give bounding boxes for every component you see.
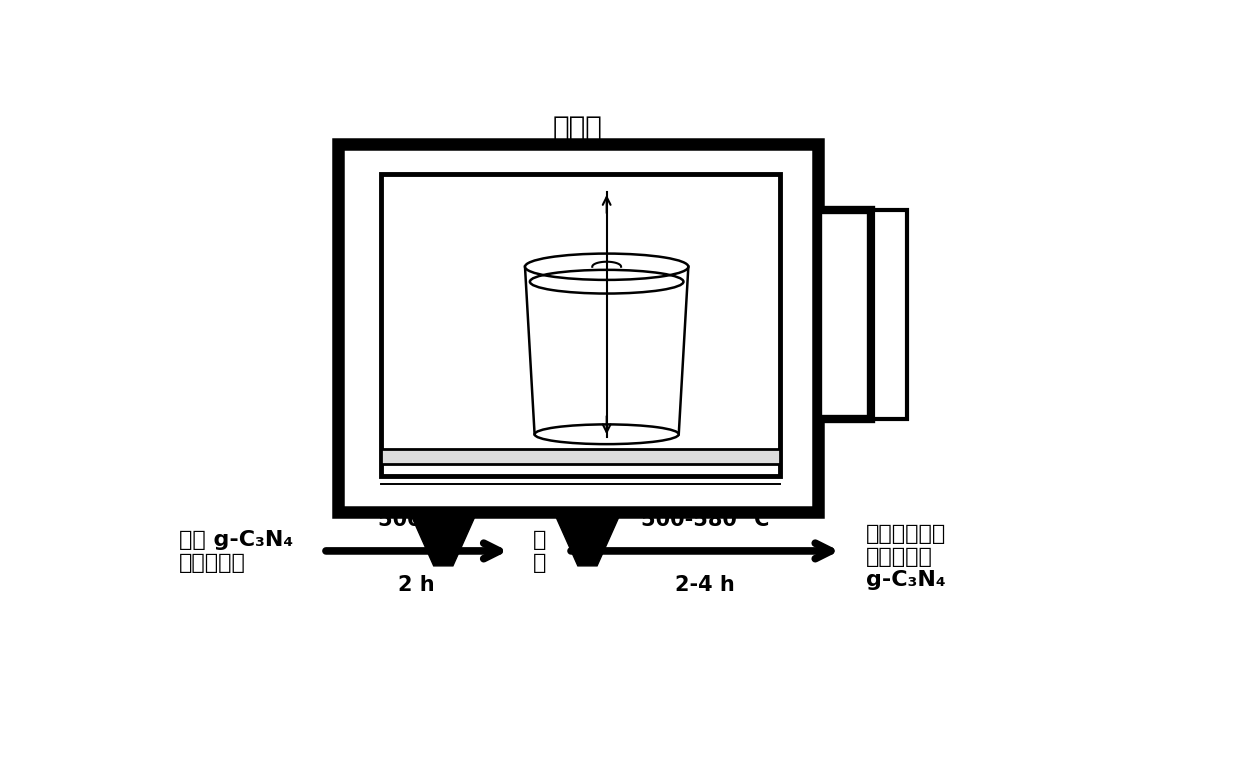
- Polygon shape: [409, 512, 477, 566]
- Bar: [381, 449, 780, 464]
- Polygon shape: [554, 512, 621, 566]
- Bar: [381, 174, 780, 476]
- Text: 500-580 ℃: 500-580 ℃: [641, 510, 769, 530]
- Ellipse shape: [534, 424, 678, 444]
- Ellipse shape: [525, 253, 688, 280]
- Text: 500 ℃: 500 ℃: [378, 510, 454, 530]
- Bar: [818, 210, 870, 420]
- Bar: [873, 210, 906, 420]
- Text: 2-4 h: 2-4 h: [675, 575, 734, 595]
- Text: 2 h: 2 h: [398, 575, 435, 595]
- Bar: [337, 144, 818, 512]
- Polygon shape: [525, 267, 688, 434]
- Text: 马弗炉: 马弗炉: [553, 114, 603, 142]
- Text: 不同 g-C₃N₄
反应前驱体: 不同 g-C₃N₄ 反应前驱体: [179, 530, 293, 573]
- Text: 研
磨: 研 磨: [533, 530, 546, 573]
- Text: 不同结构、形
貌和性能的
g-C₃N₄: 不同结构、形 貌和性能的 g-C₃N₄: [866, 524, 946, 591]
